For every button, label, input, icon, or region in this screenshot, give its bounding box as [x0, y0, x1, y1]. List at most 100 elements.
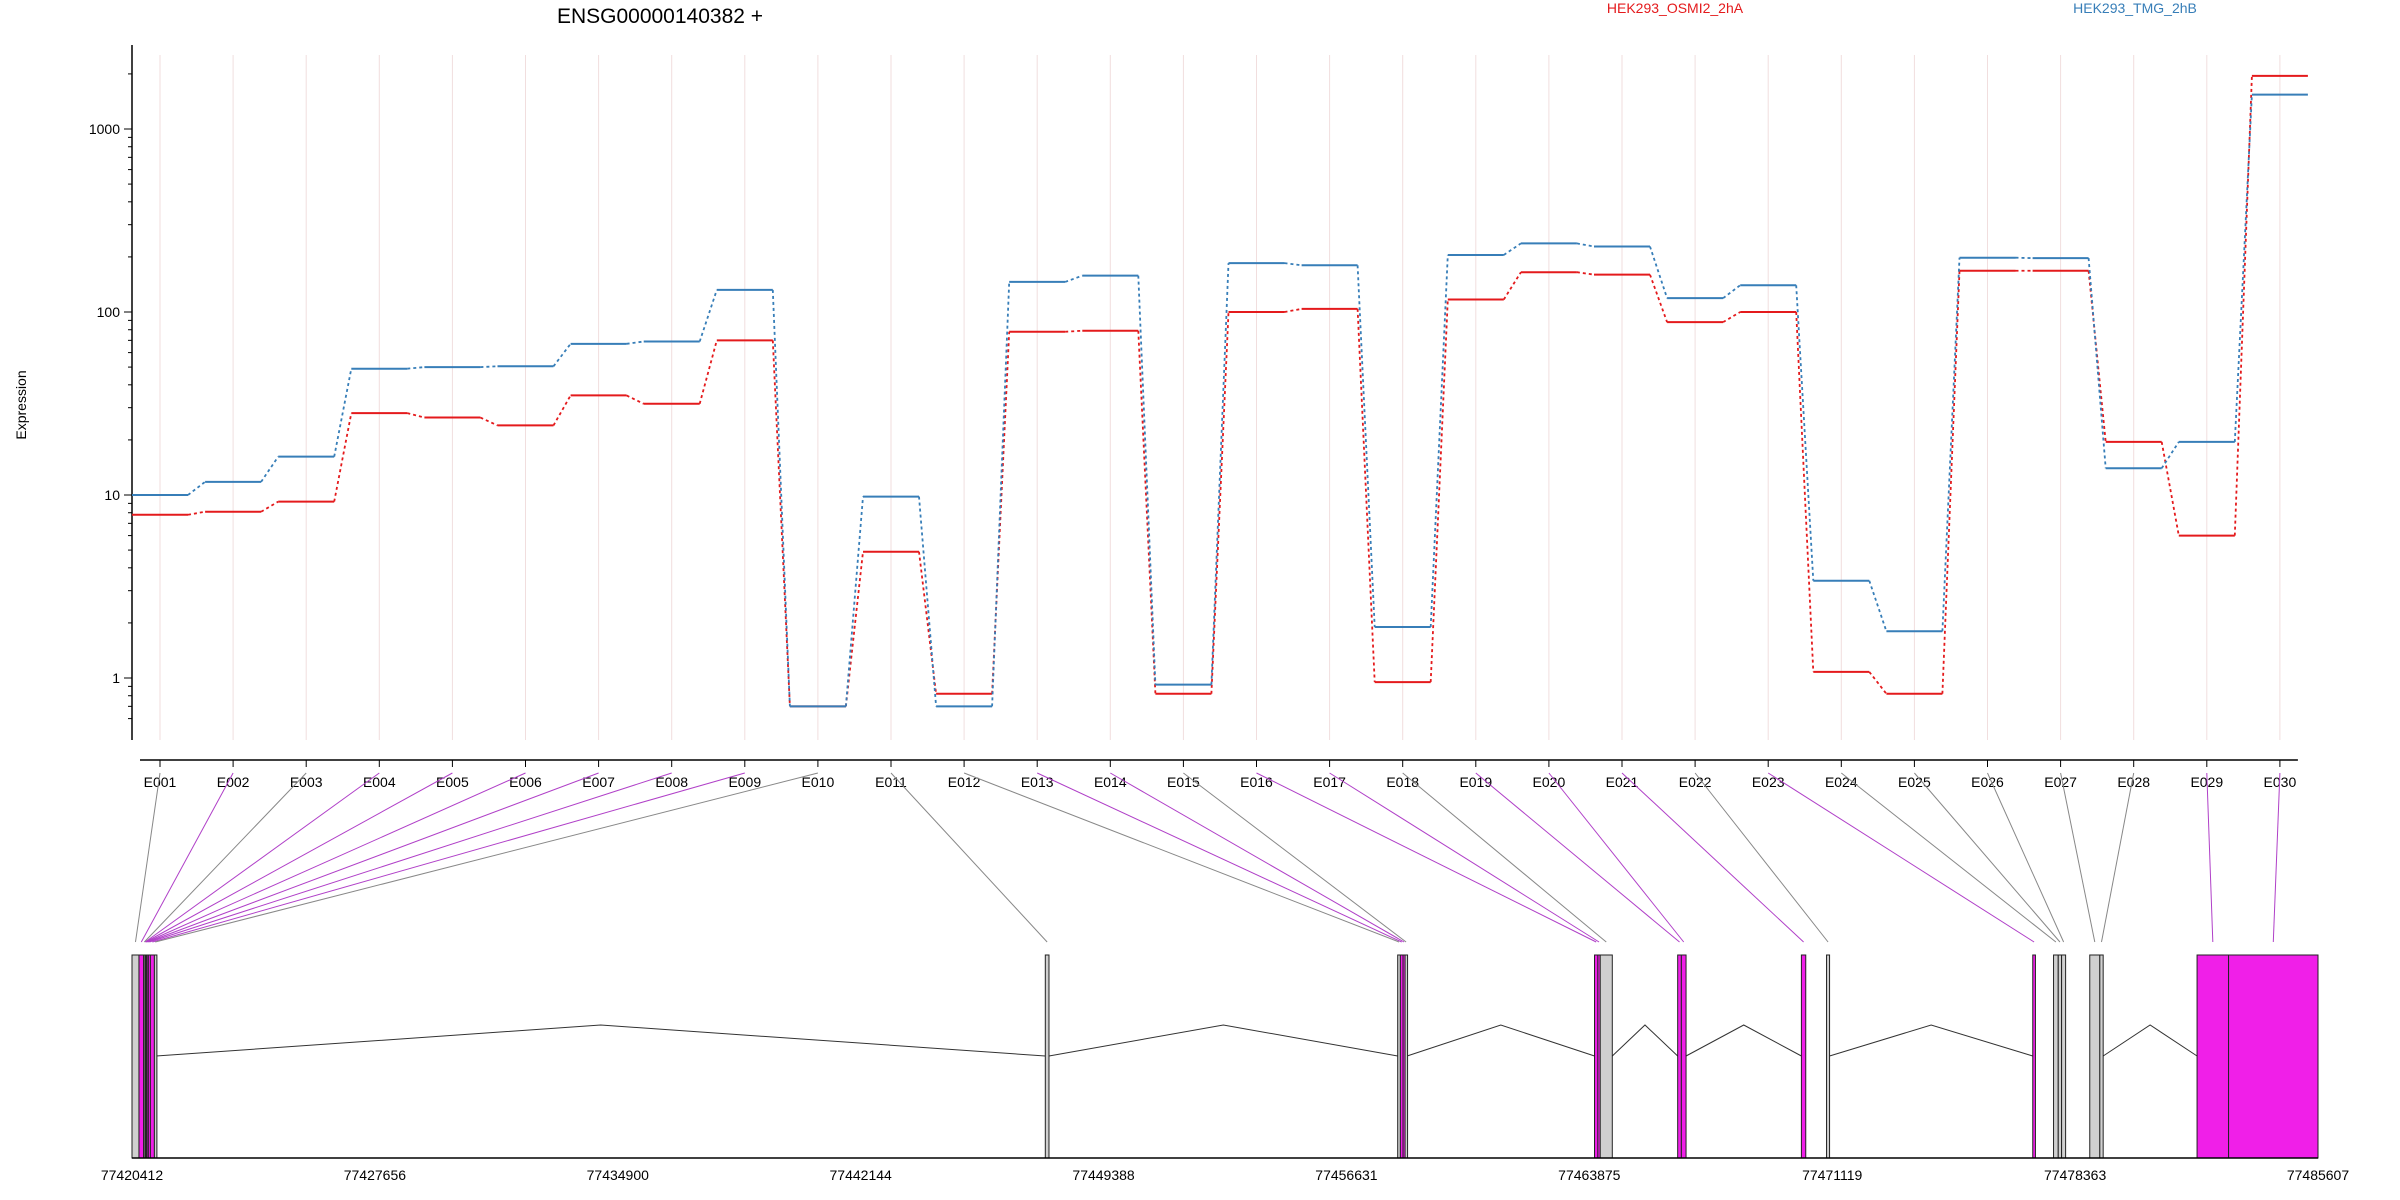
exon-box-e022	[1826, 954, 1831, 1159]
x-tick-label-e023: E023	[1752, 774, 1785, 790]
expression-connector	[1649, 246, 1668, 299]
exon-connector	[134, 772, 161, 943]
expression-connector	[480, 365, 498, 368]
x-tick-label-e003: E003	[290, 774, 323, 790]
exon-box-e010	[153, 954, 158, 1159]
expression-connector	[1284, 262, 1302, 267]
expression-connector	[1429, 299, 1449, 683]
y-tick-label: 1	[112, 670, 120, 686]
exon-box-e002	[138, 954, 145, 1159]
x-tick-label-e002: E002	[217, 774, 250, 790]
x-tick-label-e013: E013	[1021, 774, 1054, 790]
exon-connector	[1694, 772, 1829, 943]
expression-connector	[552, 394, 572, 426]
expression-connector	[187, 510, 206, 516]
series-tmg	[132, 93, 2308, 708]
expression-connector	[626, 394, 645, 405]
legend-series-osmi2: HEK293_OSMI2_2hA	[1607, 0, 1744, 16]
exon-box-e025	[2057, 954, 2063, 1159]
expression-connector	[1868, 580, 1888, 632]
intron-line	[1829, 1024, 2033, 1057]
genomic-tick-label: 77485607	[2287, 1167, 2350, 1183]
gene-model-track: 77420412 77427656 77434900 77442144 77449388…	[101, 772, 2350, 1183]
exon-connector	[155, 772, 819, 943]
expression-connector	[1795, 311, 1815, 672]
genomic-tick-label: 77434900	[587, 1167, 650, 1183]
expression-connector	[771, 340, 791, 707]
x-tick-label-e004: E004	[363, 774, 396, 790]
exon-connector	[147, 772, 599, 943]
exon-box-e015	[1404, 954, 1409, 1159]
expression-connector	[1065, 329, 1083, 333]
expression-connector	[698, 340, 718, 405]
exon-connector	[1914, 772, 2061, 943]
legend-series-tmg: HEK293_TMG_2hB	[2073, 0, 2197, 16]
genomic-tick-label: 77427656	[344, 1167, 407, 1183]
exon-connector	[1767, 772, 2035, 943]
expression-connector	[1137, 275, 1157, 685]
exon-connector	[1329, 772, 1600, 943]
chart-title: ENSG00000140382 +	[557, 5, 763, 28]
expression-connector	[1941, 270, 1961, 694]
intron-line	[1048, 1024, 1398, 1057]
expression-connector	[260, 500, 279, 513]
expression-connector	[1722, 284, 1741, 299]
expression-connector	[918, 496, 937, 707]
exon-connector	[144, 772, 380, 943]
expression-connector	[845, 551, 864, 707]
intron-line	[1685, 1024, 1802, 1057]
x-tick-label-e006: E006	[509, 774, 542, 790]
exon-connector	[1036, 772, 1402, 943]
x-tick-label-e024: E024	[1825, 774, 1858, 790]
genomic-tick-label: 77456631	[1315, 1167, 1378, 1183]
x-tick-label-e028: E028	[2117, 774, 2150, 790]
expression-connector	[407, 412, 425, 419]
x-tick-label-e017: E017	[1313, 774, 1346, 790]
expression-connector	[771, 289, 791, 707]
x-tick-label-e011: E011	[875, 774, 907, 790]
exon-connector	[1840, 772, 2057, 943]
exon-connector	[146, 772, 526, 943]
expression-connector	[2233, 94, 2253, 442]
expression-connector	[480, 416, 498, 427]
expression-connector	[845, 496, 864, 707]
y-tick-label: 10	[104, 487, 120, 503]
expression-connector	[1868, 671, 1888, 695]
genomic-tick-label: 77478363	[2044, 1167, 2107, 1183]
exon-connector	[1402, 772, 1607, 943]
exon-connector	[1987, 772, 2065, 943]
exon-box-e024	[2053, 954, 2059, 1159]
exon-connector	[1621, 772, 1804, 943]
expression-connector	[407, 366, 425, 370]
expression-connector	[1649, 274, 1668, 323]
expression-connector	[1941, 257, 1961, 632]
x-tick-label-e014: E014	[1094, 774, 1127, 790]
x-tick-label-e021: E021	[1606, 774, 1639, 790]
exon-box-e018	[1599, 954, 1613, 1159]
expression-connector	[1284, 307, 1302, 313]
expression-connector	[1210, 263, 1230, 685]
expression-connector	[1356, 265, 1376, 628]
x-tick-label-e007: E007	[582, 774, 615, 790]
expression-connector	[698, 289, 718, 342]
x-tick-label-e012: E012	[948, 774, 981, 790]
exon-connector	[152, 772, 745, 943]
expression-connector	[1137, 330, 1157, 694]
exon-connector	[140, 772, 234, 943]
x-tick-label-e019: E019	[1459, 774, 1492, 790]
x-tick-label-e027: E027	[2044, 774, 2077, 790]
x-tick-label-e022: E022	[1679, 774, 1712, 790]
series-osmi2	[132, 74, 2308, 708]
expression-connector	[1503, 242, 1522, 256]
exon-box-e011	[1044, 954, 1050, 1159]
expression-connector	[333, 412, 353, 502]
expression-connector	[333, 368, 353, 457]
expression-connector	[2087, 258, 2107, 469]
exon-box-e020	[1680, 954, 1687, 1159]
expression-connector	[1064, 274, 1083, 283]
intron-line	[2102, 1024, 2198, 1057]
x-tick-label-e008: E008	[655, 774, 688, 790]
exon-connector	[963, 772, 1400, 943]
exon-connector	[1110, 772, 1405, 943]
